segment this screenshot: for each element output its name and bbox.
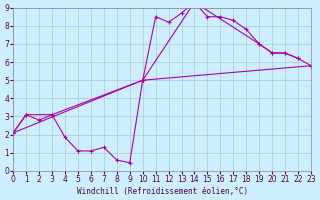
X-axis label: Windchill (Refroidissement éolien,°C): Windchill (Refroidissement éolien,°C) (76, 187, 248, 196)
